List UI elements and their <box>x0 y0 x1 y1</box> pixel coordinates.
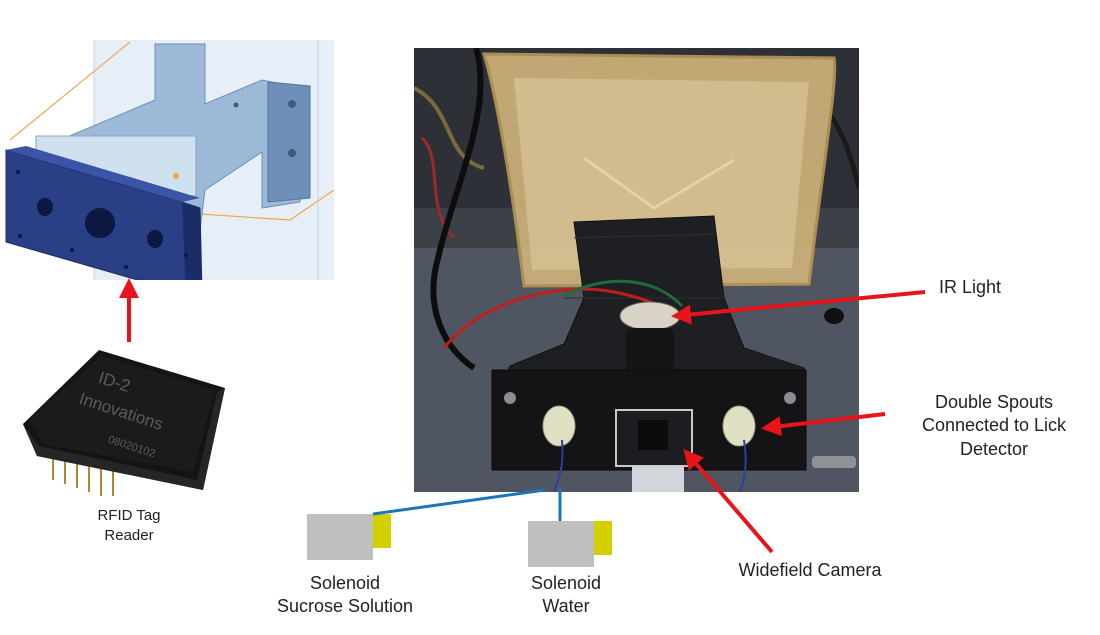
arrow-ir-light <box>675 292 925 316</box>
label-double-spouts: Double Spouts Connected to Lick Detector <box>896 391 1092 461</box>
label-double-spouts-line3: Detector <box>896 438 1092 461</box>
label-double-spouts-line2: Connected to Lick <box>896 414 1092 437</box>
label-rfid-tag-reader: RFID Tag Reader <box>64 506 194 545</box>
label-rfid-line1: RFID Tag <box>64 506 194 526</box>
arrow-double-spouts <box>765 414 885 428</box>
label-solenoid-water: Solenoid Water <box>516 572 616 619</box>
label-double-spouts-line1: Double Spouts <box>896 391 1092 414</box>
label-solenoid-water-line2: Water <box>516 595 616 618</box>
tube-sucrose <box>373 490 545 514</box>
label-ir-light: IR Light <box>920 276 1020 299</box>
arrow-widefield-camera <box>686 452 772 552</box>
label-widefield-camera: Widefield Camera <box>720 559 900 582</box>
label-rfid-line2: Reader <box>64 526 194 546</box>
label-solenoid-sucrose-line2: Sucrose Solution <box>260 595 430 618</box>
label-solenoid-water-line1: Solenoid <box>516 572 616 595</box>
label-solenoid-sucrose-line1: Solenoid <box>260 572 430 595</box>
label-solenoid-sucrose: Solenoid Sucrose Solution <box>260 572 430 619</box>
